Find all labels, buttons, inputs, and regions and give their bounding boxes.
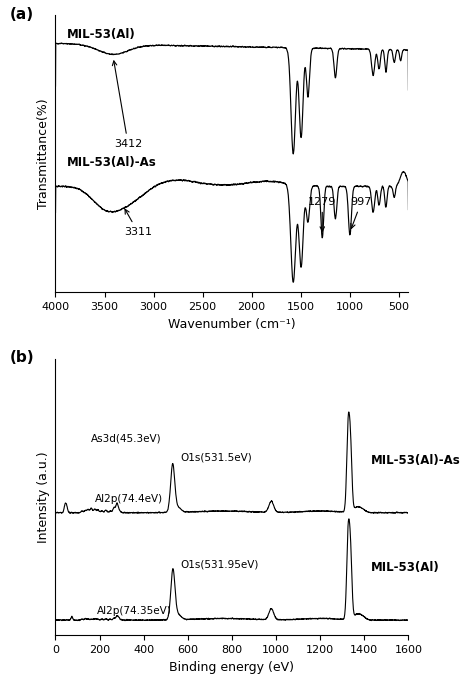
Y-axis label: Transmittance(%): Transmittance(%)	[37, 99, 50, 209]
Text: 3311: 3311	[124, 209, 152, 237]
Text: MIL-53(Al): MIL-53(Al)	[67, 28, 136, 41]
Text: O1s(531.95eV): O1s(531.95eV)	[180, 559, 258, 569]
Text: Al2p(74.4eV): Al2p(74.4eV)	[95, 494, 163, 504]
Text: 997: 997	[351, 196, 372, 228]
Text: 1279: 1279	[308, 196, 336, 231]
Text: MIL-53(Al): MIL-53(Al)	[371, 561, 440, 574]
Text: (b): (b)	[10, 351, 34, 366]
Text: 3412: 3412	[112, 61, 142, 149]
Text: MIL-53(Al)-As: MIL-53(Al)-As	[371, 454, 461, 467]
Y-axis label: Intensity (a.u.): Intensity (a.u.)	[37, 451, 50, 543]
Text: As3d(45.3eV): As3d(45.3eV)	[91, 433, 162, 443]
Text: (a): (a)	[10, 8, 34, 23]
Text: Al2p(74.35eV): Al2p(74.35eV)	[97, 606, 172, 616]
X-axis label: Binding energy (eV): Binding energy (eV)	[169, 661, 294, 674]
Text: MIL-53(Al)-As: MIL-53(Al)-As	[67, 156, 157, 169]
X-axis label: Wavenumber (cm⁻¹): Wavenumber (cm⁻¹)	[168, 318, 296, 331]
Text: O1s(531.5eV): O1s(531.5eV)	[180, 453, 252, 462]
